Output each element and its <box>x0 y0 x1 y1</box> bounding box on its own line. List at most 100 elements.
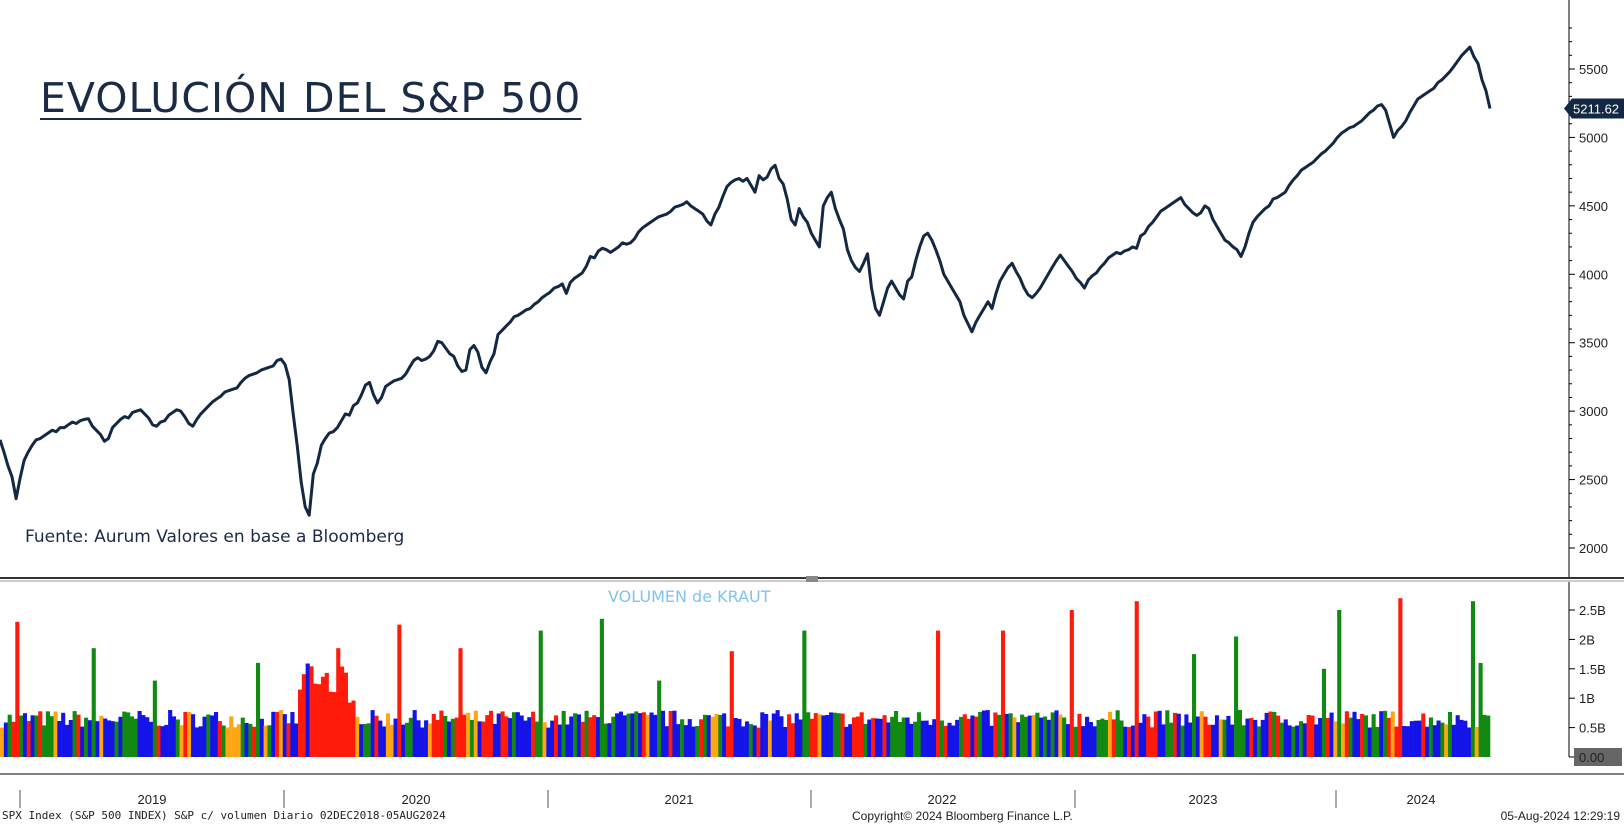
volume-bar <box>538 630 543 757</box>
volume-bar <box>1043 716 1048 757</box>
volume-bar <box>1088 722 1093 757</box>
volume-bar <box>871 718 876 757</box>
last-value-label: 5211.62 <box>1573 101 1619 116</box>
volume-bar <box>645 714 650 757</box>
volume-bar <box>225 727 230 757</box>
volume-bar <box>1436 720 1441 757</box>
volume-bar <box>970 715 975 757</box>
volume-bar <box>1425 726 1430 757</box>
volume-bar <box>546 727 551 757</box>
volume-bar <box>1241 725 1246 757</box>
volume-bar <box>745 721 750 757</box>
volume-bar <box>156 725 161 757</box>
volume-bar <box>878 718 883 757</box>
volume-bar <box>1249 718 1254 757</box>
volume-bar <box>1356 719 1361 757</box>
volume-bar <box>362 724 368 757</box>
volume-bar <box>1447 712 1453 757</box>
volume-bar <box>958 716 964 757</box>
volume-bar <box>1127 727 1132 757</box>
volume-bar <box>775 710 780 757</box>
volume-bar <box>928 724 933 757</box>
volume-bar <box>851 717 857 757</box>
volume-bar <box>1226 715 1231 757</box>
volume-bar <box>206 714 211 757</box>
price-axis-tick-label: 5000 <box>1579 130 1608 145</box>
year-tick-label: 2019 <box>138 792 167 807</box>
volume-bar <box>1291 726 1296 757</box>
volume-bar <box>1463 720 1468 757</box>
volume-bar <box>848 724 853 757</box>
volume-bar <box>867 719 872 757</box>
volume-bar <box>328 691 333 757</box>
volume-bar <box>1142 714 1147 757</box>
volume-bar <box>863 723 868 757</box>
volume-bar <box>393 718 398 757</box>
volume-bar <box>916 712 922 757</box>
volume-bar <box>1077 713 1082 757</box>
volume-axis: 0.00 0.5B 1B 1.5B 2B 2.5B <box>1569 603 1622 766</box>
volume-bar <box>194 727 199 757</box>
volume-bar <box>301 674 306 757</box>
volume-bar <box>1050 712 1055 757</box>
volume-bar <box>905 717 910 757</box>
volume-bar <box>1405 726 1411 757</box>
panel-divider-handle[interactable] <box>806 576 818 582</box>
volume-bar <box>603 723 608 757</box>
volume-bar <box>496 713 501 757</box>
volume-bar <box>1451 724 1456 757</box>
volume-bar <box>955 719 960 757</box>
volume-bar <box>168 710 173 757</box>
volume-bar <box>1169 722 1174 757</box>
volume-bar <box>1371 714 1376 757</box>
volume-bar <box>1264 712 1269 757</box>
volume-bar <box>1149 727 1155 757</box>
volume-bar <box>699 719 704 757</box>
volume-bar <box>1214 715 1220 757</box>
volume-bar <box>221 725 226 757</box>
volume-bar <box>1256 726 1262 757</box>
price-axis-tick-label: 4500 <box>1579 199 1608 214</box>
volume-bar <box>469 719 475 757</box>
volume-bar <box>874 718 880 757</box>
volume-bar <box>45 711 50 757</box>
volume-bar <box>1383 710 1388 757</box>
volume-bar <box>985 710 990 757</box>
volume-bar <box>1073 726 1078 757</box>
volume-bar <box>343 672 348 757</box>
volume-bar <box>829 712 834 757</box>
volume-bar <box>680 719 685 757</box>
volume-bar <box>1348 717 1353 757</box>
volume-bar <box>1195 716 1200 757</box>
volume-bar <box>15 621 20 757</box>
price-axis: 2000 2500 3000 3500 4000 4500 5000 5500 <box>1569 27 1608 556</box>
volume-bar <box>385 713 390 757</box>
volume-bar <box>30 715 35 757</box>
volume-bar <box>584 710 589 757</box>
volume-bar <box>1180 725 1185 757</box>
volume-bar <box>84 717 89 757</box>
volume-bar <box>687 719 692 757</box>
volume-bar <box>913 721 918 757</box>
source-note: Fuente: Aurum Valores en base a Bloomber… <box>25 527 405 547</box>
volume-bar <box>1470 601 1476 757</box>
volume-label: VOLUMEN de KRAUT <box>608 587 771 606</box>
volume-bar <box>1341 723 1346 757</box>
volume-bar <box>1203 716 1208 757</box>
volume-bar <box>737 718 742 757</box>
volume-bar <box>229 716 234 757</box>
volume-bar <box>832 712 837 757</box>
volume-bar <box>244 722 249 757</box>
footer-security-info: SPX Index (S&P 500 INDEX) S&P c/ volumen… <box>2 809 446 822</box>
volume-bar <box>76 714 81 757</box>
volume-bar <box>1234 636 1239 757</box>
volume-bar <box>809 718 815 757</box>
volume-bar <box>897 722 902 757</box>
volume-bar <box>676 724 681 757</box>
price-axis-tick-label: 2500 <box>1579 473 1608 488</box>
volume-bar <box>1279 722 1284 757</box>
volume-bar <box>7 714 12 757</box>
volume-bar <box>355 716 360 757</box>
volume-bar <box>882 715 887 757</box>
